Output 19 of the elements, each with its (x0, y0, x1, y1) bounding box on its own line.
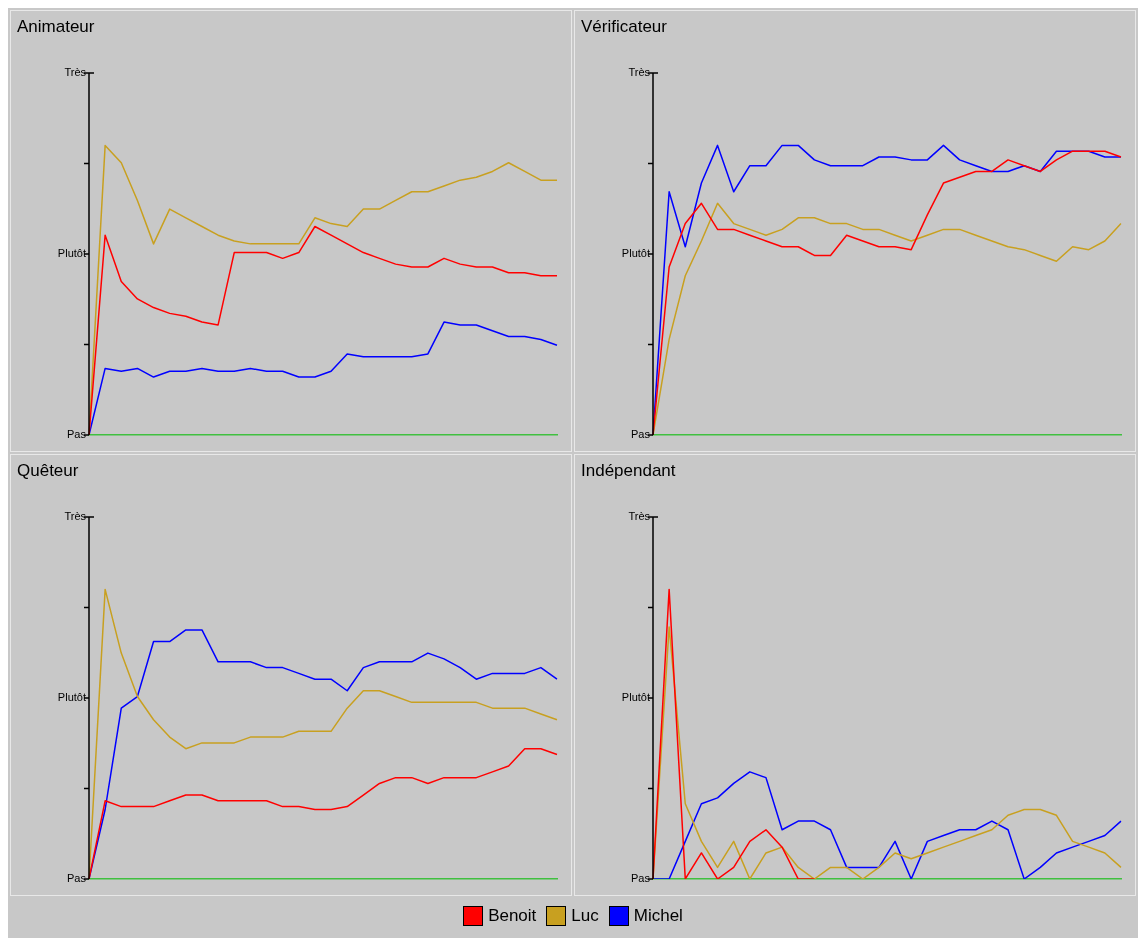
chart-title: Vérificateur (581, 17, 667, 37)
legend-label: Michel (633, 906, 683, 926)
text: Pas (67, 872, 87, 885)
text: Très (628, 510, 651, 523)
text: Pas (631, 872, 651, 885)
chart-title: Indépendant (581, 461, 676, 481)
chart-title: Quêteur (17, 461, 79, 481)
legend-label: Luc (571, 906, 599, 926)
text: Plutôt (621, 691, 650, 704)
text: Pas (67, 428, 87, 441)
text: Pas (631, 428, 651, 441)
text: Très (628, 66, 651, 79)
legend-label: Benoit (488, 906, 537, 926)
text: Plutôt (57, 691, 86, 704)
text: Très (64, 510, 87, 523)
text: Plutôt (57, 247, 86, 260)
chart-title: Animateur (17, 17, 95, 37)
text: Très (64, 66, 87, 79)
text: Plutôt (621, 247, 650, 260)
